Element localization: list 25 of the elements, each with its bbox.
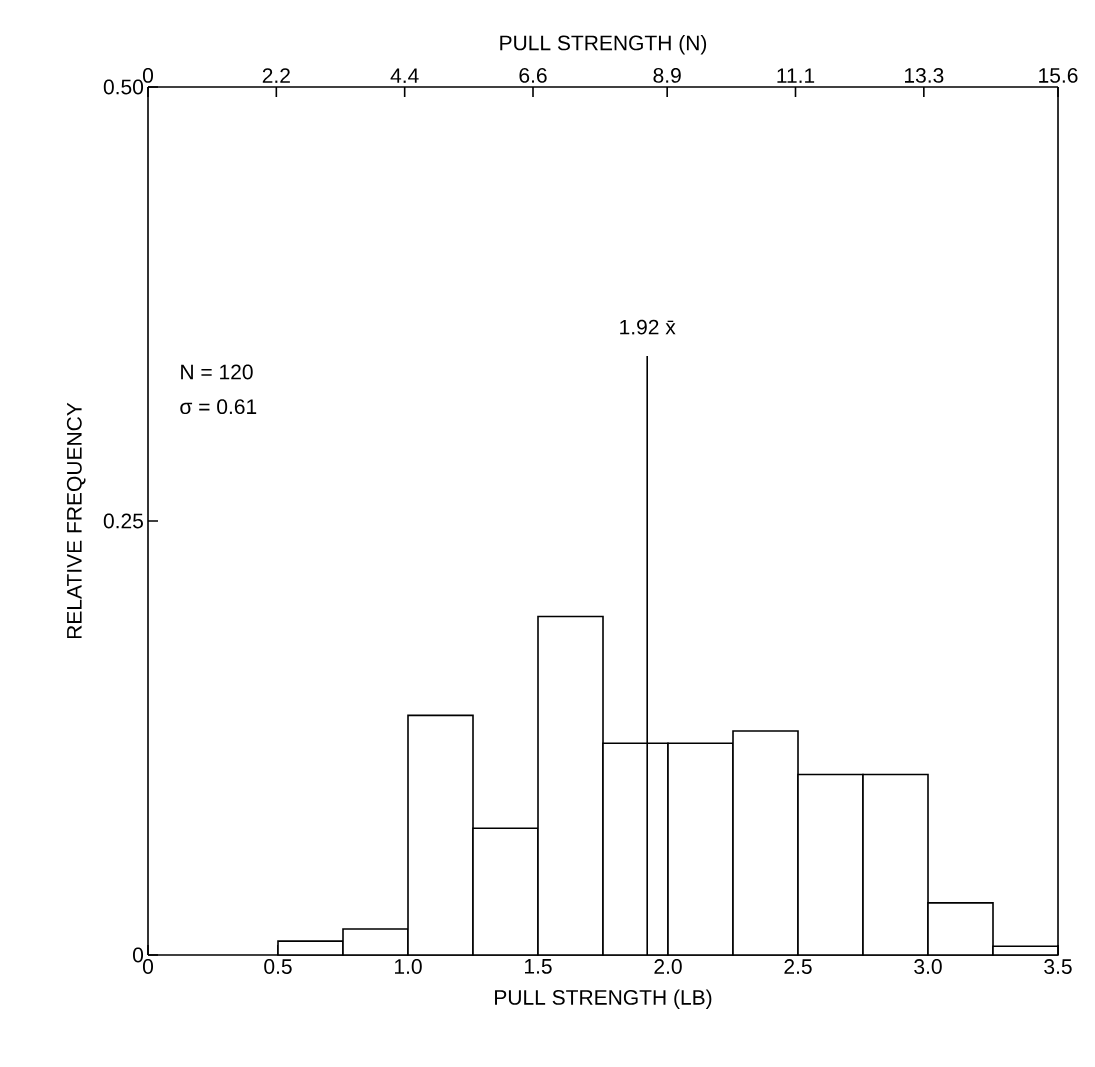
y-tick-label: 0.50 <box>103 79 144 95</box>
x2-tick-label: 0 <box>142 67 154 83</box>
x2-tick-label: 15.6 <box>1039 67 1078 83</box>
x-tick-label: 1.5 <box>525 959 552 974</box>
y-tick-label: 0 <box>133 947 144 963</box>
x2-tick-label: 8.9 <box>653 67 681 83</box>
x-tick-label: 2.0 <box>654 959 682 974</box>
x2-tick-label: 2.2 <box>262 68 290 83</box>
x2-tick-label: 13.3 <box>905 67 944 83</box>
x-tick-label: 2.5 <box>784 959 812 974</box>
y-axis-title: RELATIVE FREQUENCY <box>66 402 86 639</box>
x-axis-title: PULL STRENGTH (LB) <box>495 989 712 1010</box>
x-tick-label: 0.5 <box>264 959 292 974</box>
x2-tick-label: 4.4 <box>390 68 419 83</box>
x-tick-label: 1.0 <box>395 959 422 974</box>
x2-tick-label: 11.1 <box>777 68 815 83</box>
x-tick-label: 3.0 <box>914 959 942 974</box>
x-tick-label: 0 <box>142 959 154 974</box>
ref-line-label: 1.92 x̄ <box>620 319 676 335</box>
x2-tick-label: 6.6 <box>519 67 547 83</box>
y-tick-label: 0.25 <box>103 513 143 529</box>
annotation: σ = 0.61 <box>180 399 257 415</box>
x-tick-label: 3.5 <box>1044 959 1072 974</box>
x2-axis-title: PULL STRENGTH (N) <box>500 34 707 55</box>
annotation: N = 120 <box>181 364 253 380</box>
